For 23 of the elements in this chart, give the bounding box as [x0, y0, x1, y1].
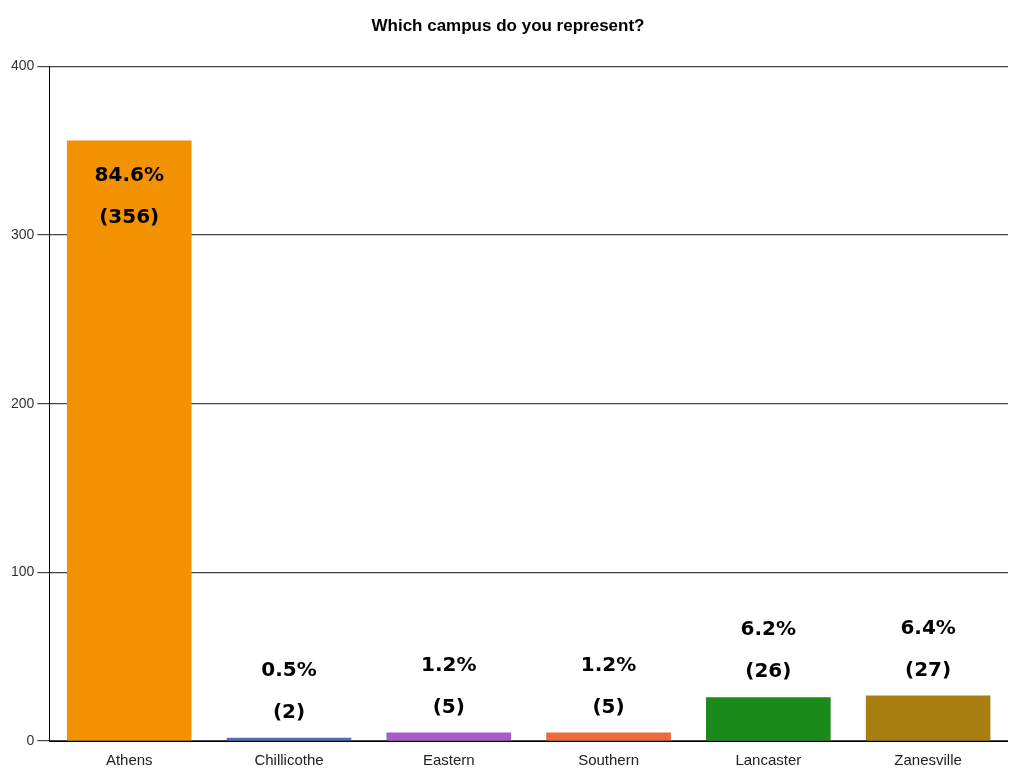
- bar: [66, 140, 192, 741]
- bar: [546, 732, 671, 741]
- y-tick-label: 300: [11, 225, 35, 242]
- x-tick-label: Eastern: [422, 751, 475, 769]
- x-tick-label: Southern: [578, 751, 640, 769]
- x-tick-label: Zanesville: [894, 751, 962, 769]
- data-label: 84.6% (356): [94, 161, 164, 228]
- bar: [706, 697, 831, 741]
- y-tick-label: 0: [26, 731, 35, 748]
- bar: [865, 695, 991, 741]
- data-label: 6.4% (27): [900, 614, 956, 681]
- y-tick-label: 100: [11, 563, 35, 580]
- data-label: 6.2% (26): [740, 616, 797, 683]
- y-tick-label: 200: [11, 394, 35, 411]
- data-label: 1.2% (5): [580, 651, 637, 718]
- data-label: 0.5% (2): [261, 656, 317, 723]
- bar: [386, 732, 512, 741]
- x-tick-label: Chillicothe: [254, 751, 324, 769]
- data-label: 1.2% (5): [421, 651, 477, 718]
- x-tick-label: Lancaster: [735, 751, 802, 769]
- y-tick-label: 400: [11, 57, 35, 74]
- x-tick-label: Athens: [105, 751, 153, 769]
- chart-title: Which campus do you represent?: [371, 15, 645, 35]
